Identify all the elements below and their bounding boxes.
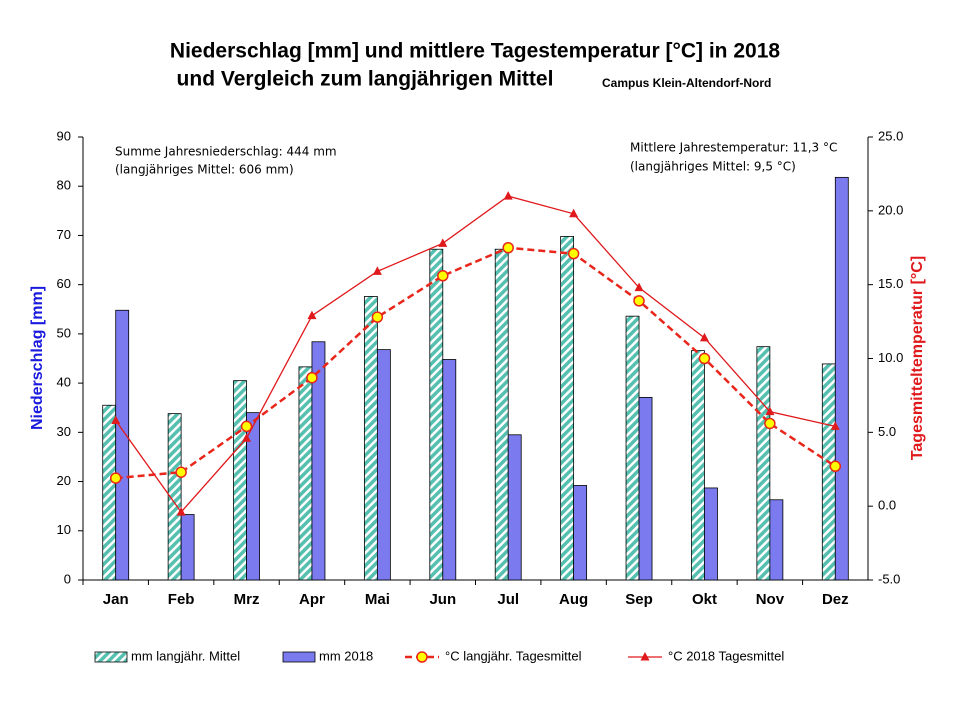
bar (442, 359, 457, 581)
point (569, 208, 579, 218)
bar (102, 404, 117, 581)
x-tick-label: Jul (497, 591, 519, 608)
y-axis-label: Niederschlag [mm] (29, 286, 46, 430)
x-tick-label: Apr (299, 591, 325, 608)
point (567, 247, 580, 260)
x-tick-label: Nov (756, 591, 785, 608)
bar (821, 363, 836, 581)
bar (376, 349, 391, 581)
bar (494, 248, 509, 581)
line (115, 246, 836, 480)
point (175, 466, 187, 478)
annotation: Summe Jahresniederschlag: 444 mm (115, 145, 337, 159)
y2-tick-label: 10.0 (878, 350, 903, 365)
bar (363, 296, 378, 581)
point (242, 433, 252, 442)
point (633, 295, 645, 307)
y-tick-label: 50 (57, 325, 71, 340)
legend-marker (640, 652, 650, 661)
annotation: (langjähriges Mittel: 9,5 °C) (630, 160, 796, 174)
x-tick-label: Jun (429, 591, 456, 608)
point (437, 270, 449, 282)
x-tick-label: Dez (822, 591, 849, 608)
bar (115, 309, 130, 581)
y2-tick-label: 15.0 (878, 276, 903, 291)
x-tick-label: Sep (625, 591, 653, 608)
point (698, 352, 711, 365)
bar (507, 434, 522, 581)
y-tick-label: 0 (64, 571, 71, 586)
x-tick-label: Okt (692, 591, 717, 608)
legend-label: mm 2018 (319, 648, 373, 663)
legend-label: mm langjähr. Mittel (131, 648, 240, 663)
bar (704, 487, 718, 581)
y2-tick-label: 25.0 (878, 128, 903, 143)
point (371, 311, 384, 323)
bar (311, 341, 326, 581)
point (240, 420, 253, 433)
point (503, 191, 513, 200)
chart-subtitle: Campus Klein-Altendorf-Nord (602, 76, 771, 90)
bar (638, 396, 653, 581)
x-tick-label: Jan (103, 591, 129, 608)
legend-swatch (94, 651, 128, 663)
bar (167, 413, 182, 581)
line (115, 195, 836, 514)
y-tick-label: 80 (57, 178, 71, 193)
point (765, 406, 775, 416)
y2-axis-label: Tagesmitteltemperatur [°C] (909, 256, 926, 460)
legend-swatch (282, 651, 316, 663)
x-tick-label: Feb (168, 591, 195, 608)
legend-label: °C 2018 Tagesmittel (668, 648, 784, 663)
y-tick-label: 20 (57, 473, 71, 488)
bar (560, 236, 575, 581)
y2-tick-label: 0.0 (878, 498, 896, 513)
bar (180, 514, 195, 581)
bar (298, 366, 313, 581)
point (306, 371, 318, 384)
point (830, 421, 840, 430)
y2-tick-label: 5.0 (878, 424, 896, 439)
bar (246, 412, 260, 581)
y-tick-label: 70 (57, 227, 71, 242)
point (372, 266, 382, 275)
y-tick-label: 60 (57, 276, 71, 291)
legend-label: °C langjähr. Tagesmittel (445, 648, 582, 663)
bar (769, 499, 784, 581)
bar (429, 248, 444, 581)
bar (834, 176, 849, 581)
bar (625, 315, 640, 581)
point (111, 415, 121, 425)
point (109, 472, 122, 484)
bar (691, 350, 705, 581)
chart-title: und Vergleich zum langjährigen Mittel (177, 68, 554, 91)
x-tick-label: Mai (365, 591, 390, 608)
point (502, 242, 514, 254)
y-tick-label: 40 (57, 375, 71, 390)
point (764, 417, 776, 430)
legend-marker (416, 651, 428, 663)
x-tick-label: Mrz (234, 591, 260, 608)
y-tick-label: 10 (57, 522, 71, 537)
bar (756, 346, 771, 581)
point (634, 282, 644, 292)
bar (233, 380, 247, 581)
point (829, 460, 842, 473)
bar (573, 485, 588, 581)
point (176, 507, 186, 516)
point (307, 310, 317, 320)
annotation: Mittlere Jahrestemperatur: 11,3 °C (630, 141, 837, 155)
chart-title: Niederschlag [mm] und mittlere Tagestemp… (170, 40, 780, 63)
y2-tick-label: 20.0 (878, 202, 903, 217)
x-tick-label: Aug (559, 591, 588, 608)
y2-tick-label: -5.0 (878, 571, 900, 586)
y-tick-label: 30 (57, 424, 71, 439)
y-tick-label: 90 (57, 128, 71, 143)
point (699, 332, 709, 342)
point (438, 238, 448, 247)
annotation: (langjähriges Mittel: 606 mm) (115, 163, 294, 177)
